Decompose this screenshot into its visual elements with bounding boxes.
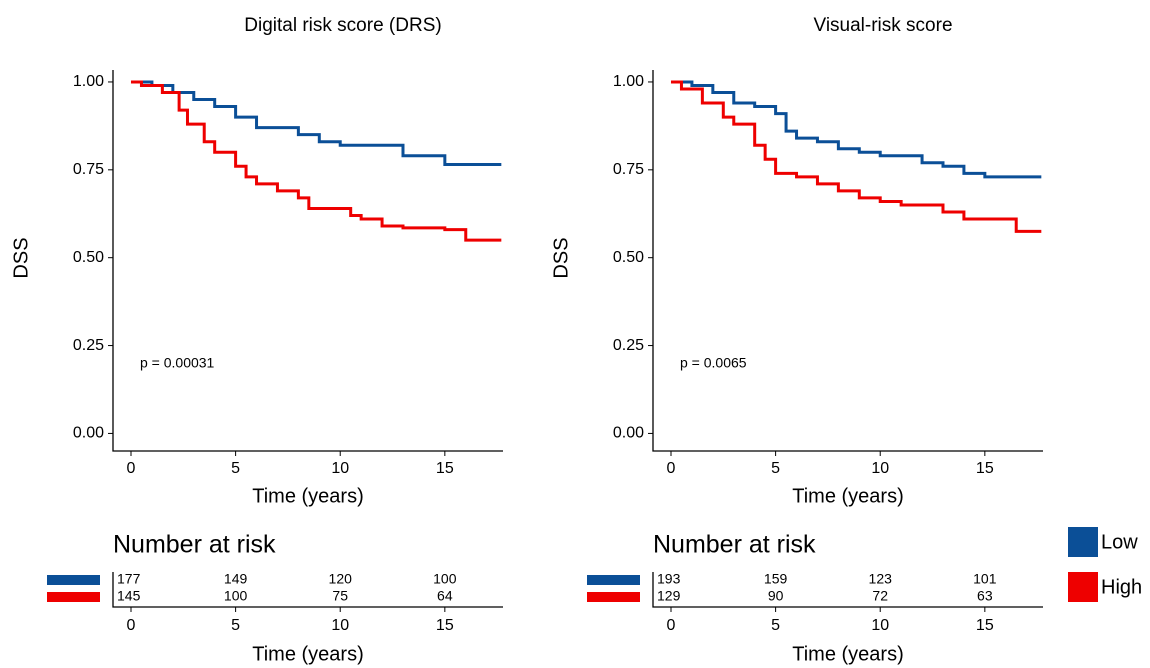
risk-row-key — [47, 575, 100, 585]
chart-title: Visual-risk score — [813, 15, 952, 36]
risk-x-tick-label: 10 — [871, 617, 889, 634]
legend-swatch — [1068, 527, 1098, 557]
risk-x-axis-label: Time (years) — [252, 643, 363, 665]
x-axis-label: Time (years) — [252, 485, 363, 507]
risk-x-tick-label: 0 — [127, 617, 136, 634]
risk-table-title: Number at risk — [653, 531, 816, 559]
risk-count: 149 — [224, 571, 248, 587]
risk-table-title: Number at risk — [113, 531, 276, 559]
risk-count: 101 — [973, 571, 997, 587]
risk-x-tick-label: 15 — [976, 617, 994, 634]
y-axis-label: DSS — [550, 237, 572, 278]
survival-curve — [670, 80, 1042, 179]
risk-axis-line — [112, 572, 503, 608]
risk-x-tick-label: 5 — [771, 617, 780, 634]
y-tick-label: 1.00 — [73, 73, 104, 90]
chart-title: Digital risk score (DRS) — [244, 15, 441, 36]
y-tick-label: 0.50 — [73, 249, 104, 266]
legend-label: High — [1101, 576, 1142, 598]
x-tick-label: 15 — [976, 460, 994, 477]
risk-count: 72 — [872, 588, 888, 604]
risk-count: 159 — [764, 571, 788, 587]
x-tick-label: 10 — [331, 460, 349, 477]
risk-count: 90 — [768, 588, 784, 604]
x-tick-label: 15 — [436, 460, 454, 477]
risk-row-key — [587, 575, 640, 585]
risk-count: 100 — [224, 588, 248, 604]
risk-count: 64 — [437, 588, 453, 604]
risk-axis-line — [652, 572, 1043, 608]
p-value: p = 0.00031 — [140, 355, 215, 371]
y-axis-label: DSS — [10, 237, 32, 278]
y-tick-label: 0.75 — [613, 161, 644, 178]
risk-x-tick-label: 0 — [667, 617, 676, 634]
x-tick-label: 5 — [231, 460, 240, 477]
risk-x-axis-label: Time (years) — [792, 643, 903, 665]
x-tick-label: 0 — [667, 460, 676, 477]
risk-count: 123 — [869, 571, 893, 587]
x-tick-label: 5 — [771, 460, 780, 477]
y-tick-label: 0.25 — [613, 337, 644, 354]
y-tick-label: 0.25 — [73, 337, 104, 354]
risk-count: 177 — [117, 571, 141, 587]
axis-line — [652, 70, 1043, 452]
x-tick-label: 0 — [127, 460, 136, 477]
risk-x-tick-label: 10 — [331, 617, 349, 634]
axis-line — [112, 70, 503, 452]
risk-count: 120 — [329, 571, 353, 587]
legend-swatch — [1068, 572, 1098, 602]
survival-curve — [130, 80, 502, 242]
legend-label: Low — [1101, 531, 1138, 553]
risk-x-tick-label: 5 — [231, 617, 240, 634]
risk-count: 145 — [117, 588, 141, 604]
y-tick-label: 0.50 — [613, 249, 644, 266]
y-tick-label: 1.00 — [613, 73, 644, 90]
risk-row-key — [587, 592, 640, 602]
p-value: p = 0.0065 — [680, 355, 747, 371]
y-tick-label: 0.75 — [73, 161, 104, 178]
x-tick-label: 10 — [871, 460, 889, 477]
survival-curve — [670, 80, 1042, 233]
y-tick-label: 0.00 — [73, 425, 104, 442]
risk-count: 63 — [977, 588, 993, 604]
y-tick-label: 0.00 — [613, 425, 644, 442]
risk-row-key — [47, 592, 100, 602]
risk-count: 129 — [657, 588, 681, 604]
risk-count: 193 — [657, 571, 681, 587]
risk-count: 100 — [433, 571, 457, 587]
risk-x-tick-label: 15 — [436, 617, 454, 634]
x-axis-label: Time (years) — [792, 485, 903, 507]
risk-count: 75 — [332, 588, 348, 604]
